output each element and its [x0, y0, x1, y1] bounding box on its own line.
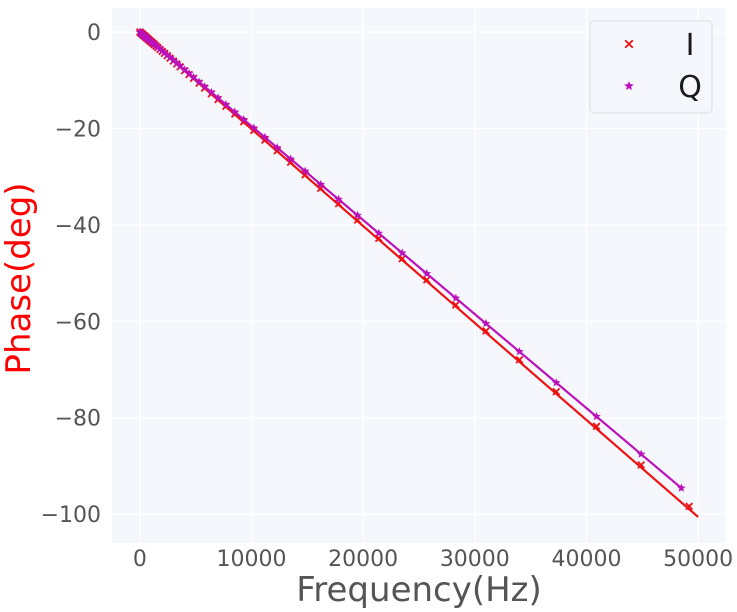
series-I-point — [592, 422, 601, 431]
y-tick-label: −60 — [55, 310, 101, 335]
series-Q-point — [334, 194, 343, 204]
series-Q-point — [451, 293, 461, 302]
series-Q-point — [249, 123, 259, 132]
series-Q-point — [175, 61, 185, 70]
series-I-point — [398, 254, 407, 263]
legend-marker-x-icon — [624, 39, 634, 49]
series-Q-point — [481, 318, 491, 328]
x-stroke — [451, 300, 460, 309]
series-Q-point — [397, 248, 407, 257]
x-stroke — [482, 326, 490, 335]
tick-labels: 0 10000 20000 30000 40000 50000 0 −20 −40 −60 −80 −… — [41, 21, 734, 572]
x-tick-label: 30000 — [440, 547, 510, 572]
series-I-point — [637, 460, 646, 469]
series-I-point — [685, 502, 694, 511]
series-layer — [135, 27, 699, 518]
legend-box — [589, 20, 713, 114]
x-stroke — [637, 460, 646, 469]
series-Q-point — [272, 143, 282, 152]
series-Q-point — [180, 65, 189, 74]
series-Q-point — [592, 412, 601, 421]
series-Q-point — [221, 99, 231, 109]
y-tick-label: 0 — [87, 21, 101, 46]
x-tick-label: 40000 — [551, 547, 621, 572]
grid — [112, 8, 726, 543]
series-Q-point — [316, 179, 326, 188]
series-Q-point — [213, 93, 223, 102]
x-stroke — [515, 355, 524, 364]
series-Q-point — [300, 166, 310, 175]
series-Q-point — [374, 228, 384, 237]
series-I-point — [451, 300, 460, 309]
x-stroke — [592, 422, 601, 431]
y-tick-label: −20 — [55, 117, 101, 142]
series-Q-point — [189, 72, 198, 81]
y-tick-label: −100 — [41, 503, 101, 528]
legend-entry-Q: Q — [624, 70, 702, 105]
series-Q-point — [353, 210, 362, 220]
series-I-point — [552, 387, 561, 396]
series-Q-point — [200, 82, 209, 91]
series-Q-point — [552, 378, 561, 387]
x-tick-label: 20000 — [328, 547, 398, 572]
series-Q-point — [515, 347, 524, 356]
x-stroke — [398, 254, 407, 263]
x-axis-title: Frequency(Hz) — [296, 570, 542, 610]
legend-marker-Q — [624, 81, 634, 91]
series-I-point — [482, 326, 490, 335]
legend-entry-I: I — [624, 28, 695, 63]
legend-label-I: I — [686, 28, 695, 63]
legend-marker-star-icon — [624, 81, 634, 91]
series-I-point — [515, 355, 524, 364]
series-Q-fit-line — [139, 31, 683, 489]
series-I-point — [422, 275, 431, 284]
x-stroke — [552, 387, 561, 396]
y-tick-label: −40 — [55, 214, 101, 239]
y-tick-label: −80 — [55, 407, 101, 432]
x-tick-label: 10000 — [217, 547, 287, 572]
series-Q-point — [422, 269, 432, 278]
series-Q-point — [230, 107, 240, 116]
series-Q-point — [184, 68, 194, 78]
legend: I Q — [589, 20, 713, 114]
series-Q-point — [239, 115, 249, 124]
series-Q-point — [677, 483, 686, 492]
series-Q-point — [260, 132, 270, 141]
x-stroke — [685, 502, 694, 511]
x-stroke — [422, 275, 431, 284]
series-Q-point — [194, 77, 204, 86]
series-Q-point — [286, 154, 295, 163]
series-Q-point — [636, 449, 646, 458]
x-stroke — [624, 39, 634, 49]
series-Q-point — [207, 87, 216, 96]
x-tick-label: 0 — [133, 547, 147, 572]
x-tick-label: 50000 — [663, 547, 733, 572]
y-axis-title: Phase(deg) — [0, 182, 39, 374]
series-Q — [135, 27, 686, 492]
legend-marker-I — [624, 39, 634, 49]
legend-label-Q: Q — [678, 70, 702, 105]
